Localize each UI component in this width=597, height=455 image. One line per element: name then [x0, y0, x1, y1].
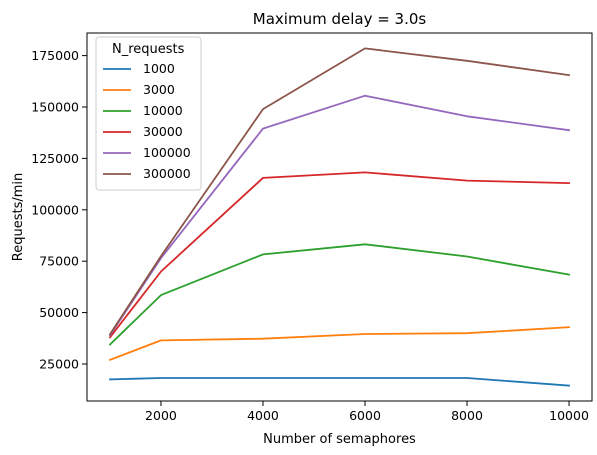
legend-label-30000: 30000	[143, 124, 183, 139]
series-line-300000	[108, 47, 571, 336]
legend-label-1000: 1000	[143, 61, 175, 76]
y-tick-label: 25000	[39, 356, 79, 371]
legend-box	[95, 36, 202, 191]
x-tick-label: 8000	[451, 408, 483, 423]
legend-label-300000: 300000	[143, 166, 191, 181]
y-tick-label: 150000	[31, 100, 79, 115]
plot-area-frame	[86, 32, 593, 402]
legend: N_requests 1000 3000 10000 30000 100000 30000…	[95, 36, 202, 191]
legend-title: N_requests	[112, 42, 185, 57]
chart-title: Maximum delay = 3.0s	[253, 10, 427, 28]
series-line-100000	[108, 94, 571, 337]
legend-label-3000: 3000	[143, 82, 175, 97]
y-tick-label: 50000	[39, 305, 79, 320]
x-tick-label: 4000	[247, 408, 279, 423]
x-axis-label: Number of semaphores	[263, 432, 416, 447]
y-tick-label: 175000	[31, 48, 79, 63]
series-line-30000	[108, 171, 570, 339]
y-axis-ticks: 25000 50000 75000 100000 125000 150000 175000	[31, 48, 87, 371]
y-axis-label: Requests/min	[11, 173, 26, 261]
legend-label-10000: 10000	[143, 103, 183, 118]
x-tick-label: 10000	[549, 408, 589, 423]
series-line-10000	[108, 243, 571, 346]
y-tick-label: 100000	[31, 202, 79, 217]
legend-items: 1000 3000 10000 30000 100000 300000	[103, 61, 191, 181]
x-tick-label: 6000	[349, 408, 381, 423]
series-line-3000	[108, 326, 570, 362]
x-tick-label: 2000	[145, 408, 177, 423]
y-tick-label: 125000	[31, 151, 79, 166]
series-line-1000	[109, 377, 570, 387]
y-tick-label: 75000	[39, 254, 79, 269]
legend-label-100000: 100000	[143, 145, 191, 160]
series-lines	[108, 47, 571, 387]
x-axis-ticks: 2000 4000 6000 8000 10000	[145, 401, 589, 423]
